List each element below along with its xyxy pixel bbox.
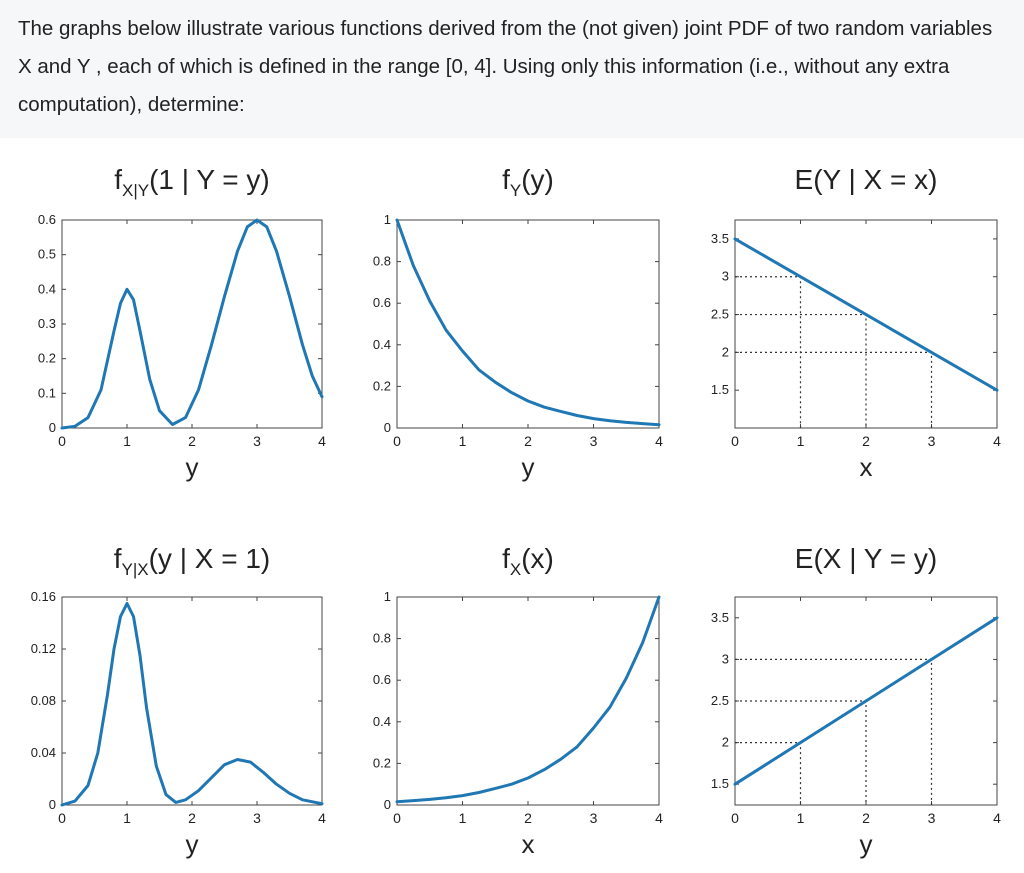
x-tick-label: 2 [188,810,196,826]
y-tick-label: 1.5 [711,382,729,397]
y-tick-label: 0.4 [373,337,391,352]
y-tick-label: 0.16 [31,589,56,604]
chart-title: fX(x) [502,543,554,579]
question-text: The graphs below illustrate various func… [0,0,1024,138]
chart-fxgy: fX|Y(1 | Y = y) 0 1 2 3 4 0 0.1 0.2 0.3 0.4 0.5 0.6 y [38,164,326,482]
y-tick-label: 1 [384,589,391,604]
x-tick-label: 1 [459,810,467,826]
x-tick-label: 4 [318,810,326,826]
y-tick-label: 0.1 [38,385,56,400]
x-tick-label: 3 [590,433,598,449]
y-tick-label: 0.4 [38,281,56,296]
plot-frame [61,596,323,806]
x-tick-label: 3 [253,810,261,826]
x-tick-label: 0 [393,433,401,449]
x-tick-label: 2 [862,433,870,449]
x-tick-label: 4 [318,433,326,449]
x-tick-label: 3 [928,433,936,449]
series-line [733,616,999,786]
chart-fygx: fY|X(y | X = 1) 0 1 2 3 4 0 0.04 0.08 0.12 0.16 y [31,543,326,859]
y-tick-label: 1 [384,212,391,227]
x-axis-label: x [860,452,873,482]
y-tick-label: 2.5 [711,307,729,322]
x-tick-label: 1 [123,433,131,449]
y-tick-label: 3 [722,269,729,284]
x-tick-label: 1 [797,433,805,449]
chart-fy: fY(y) 0 1 2 3 4 0 0.2 0.4 0.6 0.8 1 y [373,164,663,482]
x-tick-label: 1 [459,433,467,449]
series-line [395,218,661,427]
x-axis-label: y [186,452,199,482]
plot-frame [396,219,660,429]
x-tick-label: 0 [58,433,66,449]
y-tick-label: 3.5 [711,610,729,625]
x-tick-label: 4 [655,433,663,449]
x-tick-label: 0 [393,810,401,826]
series-line [60,218,324,430]
x-tick-label: 3 [590,810,598,826]
chart-title: fY|X(y | X = 1) [114,543,271,579]
x-axis-label: y [186,829,199,859]
x-axis-label: x [522,829,535,859]
y-tick-label: 3.5 [711,231,729,246]
y-tick-label: 0.2 [38,351,56,366]
chart-exgy: E(X | Y = y) 0 1 2 3 4 1.5 2 2.5 3 3.5 y [711,543,1001,859]
x-tick-label: 0 [58,810,66,826]
y-tick-label: 2 [722,344,729,359]
x-tick-label: 0 [731,810,739,826]
y-tick-label: 0.8 [373,254,391,269]
y-tick-label: 2 [722,735,729,750]
charts-grid: fX|Y(1 | Y = y) 0 1 2 3 4 0 0.1 0.2 0.3 0.4 0.5 0.6 y… [31,164,1001,859]
y-tick-label: 0.5 [38,247,56,262]
x-tick-label: 3 [928,810,936,826]
y-tick-label: 0 [384,797,391,812]
x-tick-label: 2 [524,810,532,826]
x-tick-label: 2 [188,433,196,449]
chart-title: fX|Y(1 | Y = y) [114,164,270,200]
chart-fx: fX(x) 0 1 2 3 4 0 0.2 0.4 0.6 0.8 1 x [373,543,663,859]
guide-line [735,658,933,805]
chart-title: fY(y) [502,164,554,200]
plot-frame [61,219,323,429]
y-tick-label: 0.6 [373,295,391,310]
y-tick-label: 0.3 [38,316,56,331]
y-tick-label: 0.2 [373,378,391,393]
series-line [60,602,324,807]
chart-title: E(Y | X = x) [795,164,938,195]
y-tick-label: 0.2 [373,755,391,770]
y-tick-label: 0.12 [31,641,56,656]
y-tick-label: 0.8 [373,631,391,646]
y-tick-label: 1.5 [711,776,729,791]
y-tick-label: 0.08 [31,693,56,708]
series-line [395,595,661,804]
x-tick-label: 3 [253,433,261,449]
x-tick-label: 1 [123,810,131,826]
y-tick-label: 0.6 [38,212,56,227]
x-tick-label: 0 [731,433,739,449]
guide-line [735,741,802,805]
x-tick-label: 4 [993,810,1001,826]
y-tick-label: 0 [49,420,56,435]
chart-title: E(X | Y = y) [795,543,937,574]
y-tick-label: 3 [722,651,729,666]
y-tick-label: 0 [49,797,56,812]
guide-line [735,351,933,428]
x-tick-label: 1 [797,810,805,826]
x-axis-label: y [522,452,535,482]
x-axis-label: y [860,829,873,859]
x-tick-label: 4 [993,433,1001,449]
y-tick-label: 0.4 [373,714,391,729]
y-tick-label: 2.5 [711,693,729,708]
y-tick-label: 0.6 [373,672,391,687]
x-tick-label: 4 [655,810,663,826]
chart-eygx: E(Y | X = x) 0 1 2 3 4 1.5 2 2.5 3 3.5 x [711,164,1001,482]
x-tick-label: 2 [862,810,870,826]
plot-frame [396,596,660,806]
y-tick-label: 0 [384,420,391,435]
x-tick-label: 2 [524,433,532,449]
y-tick-label: 0.04 [31,745,56,760]
series-line [733,237,999,392]
